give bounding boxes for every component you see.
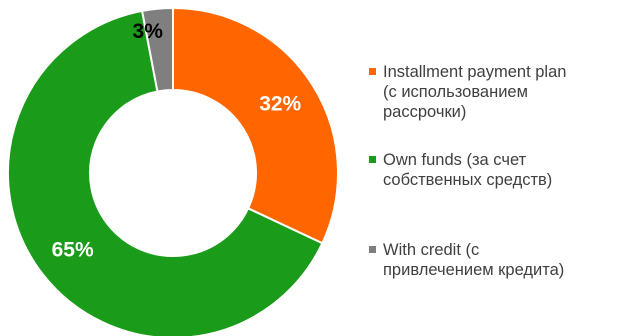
legend-item-own-funds: Own funds (за счет собственных средств) <box>369 150 623 190</box>
slice-label-installment: 32% <box>259 92 301 115</box>
legend-label-own-funds: Own funds (за счет собственных средств) <box>383 151 553 189</box>
legend-label-credit: With credit (с привлечением кредита) <box>383 241 565 279</box>
legend-label-installment: Installment payment plan (с использовани… <box>383 63 567 121</box>
donut-chart: 32% 65% 3% <box>7 6 339 336</box>
slice-labels: 32% 65% 3% <box>52 20 302 261</box>
slice-credit <box>140 6 174 93</box>
legend-item-credit: With credit (с привлечением кредита) <box>369 240 623 280</box>
donut-slices <box>7 6 339 336</box>
slice-label-credit: 3% <box>133 20 164 43</box>
legend-marker-own-funds <box>369 156 376 163</box>
legend-marker-installment <box>369 68 376 75</box>
slice-label-own-funds: 65% <box>52 238 94 261</box>
legend-item-installment: Installment payment plan (с использовани… <box>369 62 623 122</box>
slice-installment <box>172 6 339 245</box>
legend-marker-credit <box>369 246 376 253</box>
slice-own-funds <box>7 9 324 336</box>
